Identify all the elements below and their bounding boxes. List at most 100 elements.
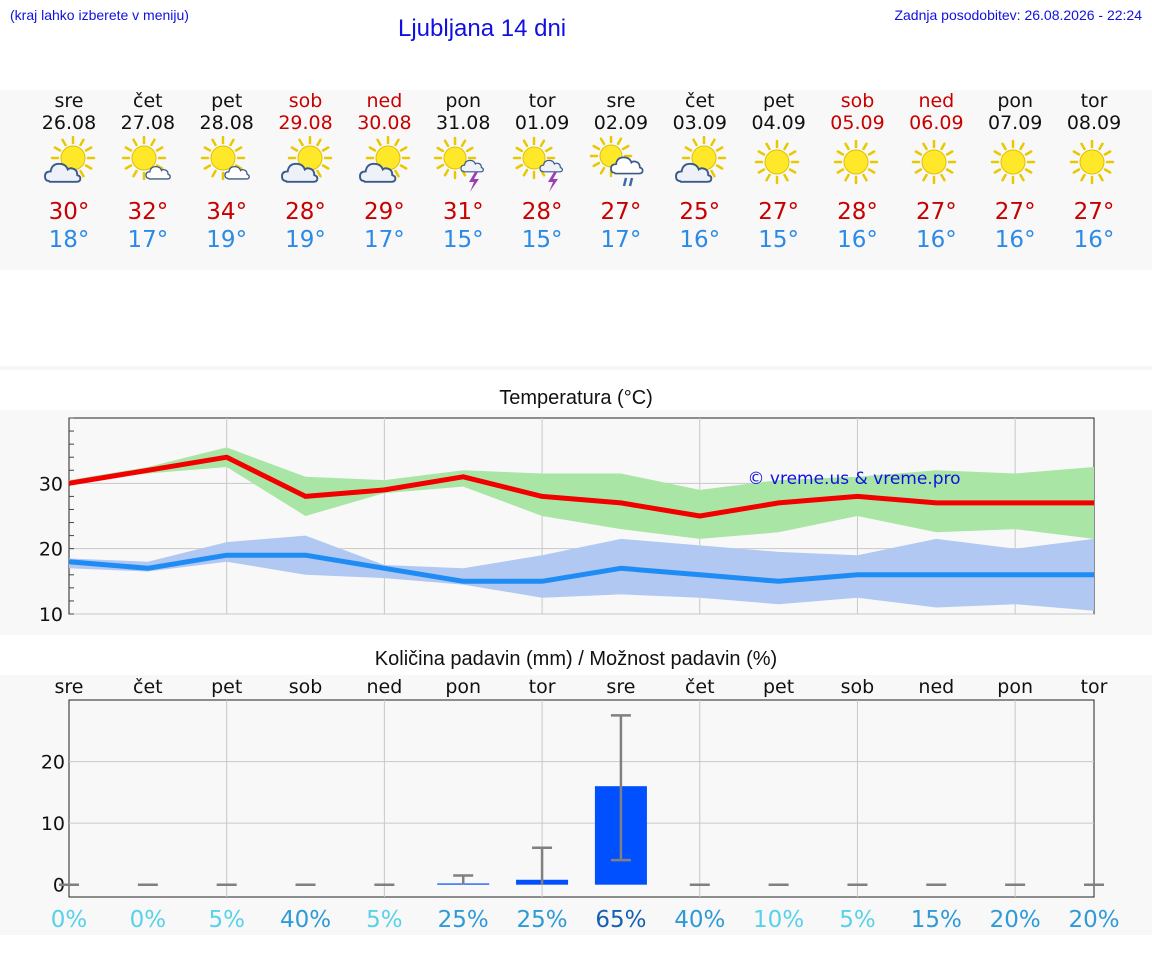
day-column: sre 02.09 27° 17° [581,90,661,254]
x-category-label: ned [918,676,954,698]
day-date: 08.09 [1066,112,1122,134]
sun-thunder-icon [502,134,582,198]
max-temperature: 27° [915,199,957,225]
max-temperature: 27° [600,199,642,225]
min-temperature: 15° [521,227,563,253]
max-temperature: 34° [206,199,248,225]
last-updated: Zadnja posodobitev: 26.08.2026 - 22:24 [894,7,1142,23]
day-date: 01.09 [514,112,570,134]
sun-small-cloud-icon [187,134,267,198]
sun-thunder-icon [423,134,503,198]
temperature-chart-title: Temperatura (°C) [499,387,653,409]
max-temperature: 30° [48,199,90,225]
day-name: pet [211,90,243,112]
max-temperature: 27° [758,199,800,225]
day-name: pon [445,90,482,112]
sun-rain-icon [581,134,661,198]
min-temperature: 19° [285,227,326,253]
x-category-label: sob [289,676,323,698]
day-column: pon 31.08 31° 15° [423,90,503,254]
precipitation-probability: 20% [1068,907,1119,933]
precipitation-probability: 5% [208,907,245,933]
day-date: 04.09 [751,112,806,134]
sun-cloud-icon [266,134,346,198]
x-category-label: tor [1081,676,1108,698]
day-date: 27.08 [120,112,176,134]
y-tick-label: 10 [39,604,63,626]
x-category-label: sre [55,676,84,698]
y-tick-label: 0 [53,875,65,897]
min-temperature: 15° [758,227,800,253]
x-category-label: sob [841,676,875,698]
day-name: tor [528,90,556,112]
max-temperature: 32° [127,199,169,225]
sun-icon [975,134,1055,198]
x-category-label: pet [211,676,242,698]
max-temperature: 28° [837,199,878,225]
precipitation-probability: 20% [990,907,1041,933]
min-temperature: 17° [600,227,642,253]
min-temperature: 19° [206,227,248,253]
precipitation-probability: 40% [280,907,331,933]
day-name: sre [54,90,84,112]
max-temperature: 27° [994,199,1036,225]
day-column: pon 07.09 27° 16° [975,90,1055,254]
day-name: čet [133,90,163,112]
day-name: pon [997,90,1034,112]
min-temperature: 16° [1073,227,1115,253]
page-title: Ljubljana 14 dni [398,15,567,42]
max-temperature: 28° [285,199,326,225]
sun-icon [896,134,976,198]
day-date: 05.09 [830,112,885,134]
y-tick-label: 20 [41,752,65,774]
day-date: 06.09 [909,112,964,134]
precipitation-probability: 5% [366,907,403,933]
day-column: sob 05.09 28° 16° [818,90,898,254]
day-column: čet 03.09 25° 16° [660,90,740,254]
day-date: 28.08 [199,112,254,134]
temperature-chart: 10 20 30 © vreme.us & vreme.pro [39,417,1095,626]
sun-icon [1054,134,1134,198]
min-temperature: 16° [994,227,1036,253]
day-name: tor [1080,90,1108,112]
min-temperature: 18° [48,227,90,253]
max-temperature-line [68,454,1094,519]
sun-icon [739,134,819,198]
day-date: 31.08 [436,112,491,134]
max-temperature: 31° [442,199,484,225]
day-column: tor 08.09 27° 16° [1054,90,1134,254]
x-category-label: pon [997,676,1033,698]
day-column: sob 29.08 28° 19° [266,90,346,254]
sun-icon [818,134,898,198]
day-column: pet 04.09 27° 15° [739,90,819,254]
min-temperature-line [68,552,1094,584]
precipitation-chart-title: Količina padavin (mm) / Možnost padavin … [374,648,778,670]
day-date: 26.08 [41,112,97,134]
day-name: ned [366,90,403,112]
day-date: 03.09 [672,112,727,134]
day-name: sre [606,90,636,112]
x-category-label: tor [529,676,556,698]
precipitation-probability: 10% [753,907,804,933]
precipitation-probability: 0% [51,907,88,933]
precipitation-probability: 65% [595,907,646,933]
sun-cloud-icon [344,134,424,198]
day-column: ned 30.08 29° 17° [344,90,424,254]
x-category-label: ned [366,676,402,698]
precipitation-probability: 5% [839,907,876,933]
day-date: 07.09 [987,112,1043,134]
day-name: sob [840,90,875,112]
x-category-label: pet [763,676,794,698]
precipitation-probability: 25% [517,907,568,933]
x-category-label: pon [445,676,481,698]
x-category-label: čet [133,676,163,698]
max-temperature: 29° [364,199,405,225]
day-name: čet [685,90,715,112]
location-hint: (kraj lahko izberete v meniju) [10,7,189,23]
min-temperature: 16° [915,227,957,253]
y-tick-label: 20 [39,539,63,561]
day-column: čet 27.08 32° 17° [108,90,188,254]
day-column: sre 26.08 30° 18° [29,90,109,254]
panel-divider [0,366,1152,370]
day-name: ned [918,90,955,112]
